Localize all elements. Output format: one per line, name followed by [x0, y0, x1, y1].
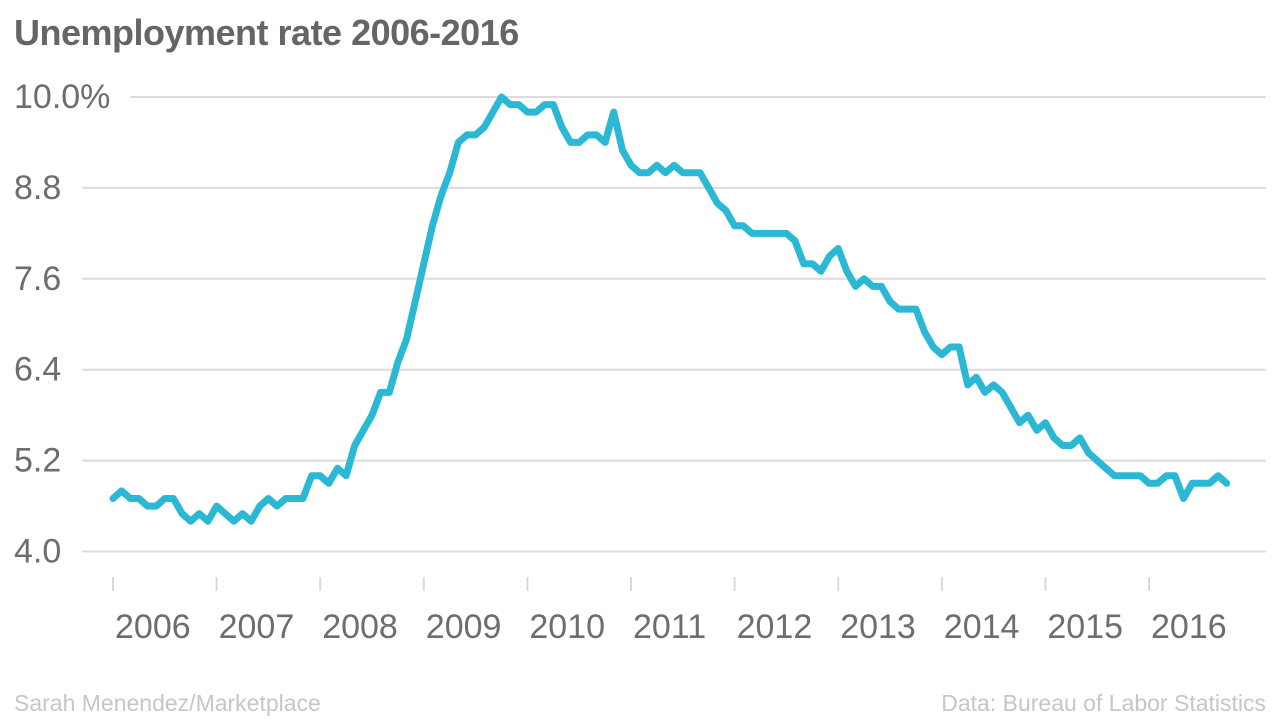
x-axis-label: 2007: [219, 608, 295, 646]
x-axis-label: 2014: [944, 608, 1020, 646]
y-axis-label: 8.8: [14, 169, 61, 207]
x-axis-label: 2015: [1047, 608, 1123, 646]
x-axis-label: 2013: [840, 608, 916, 646]
x-axis-label: 2009: [426, 608, 502, 646]
x-axis-label: 2006: [115, 608, 191, 646]
y-axis-label: 5.2: [14, 442, 61, 480]
y-axis-label: 4.0: [14, 533, 61, 571]
chart-title: Unemployment rate 2006-2016: [14, 12, 519, 53]
x-axis-label: 2012: [737, 608, 813, 646]
footer-credit: Sarah Menendez/Marketplace: [14, 690, 321, 716]
x-axis-label: 2016: [1151, 608, 1227, 646]
y-axis-label: 10.0%: [14, 78, 110, 116]
y-axis-label: 6.4: [14, 351, 61, 389]
footer-source: Data: Bureau of Labor Statistics: [941, 690, 1266, 716]
x-axis-label: 2010: [529, 608, 605, 646]
unemployment-rate-line: [109, 93, 1231, 525]
x-axis-label: 2011: [633, 608, 706, 646]
x-axis-label: 2008: [322, 608, 398, 646]
y-axis-label: 7.6: [14, 260, 61, 298]
